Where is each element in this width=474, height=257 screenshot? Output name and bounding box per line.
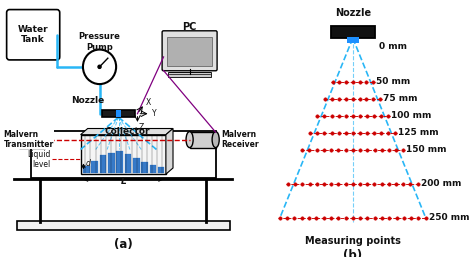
Text: X: X xyxy=(146,98,151,107)
Bar xyxy=(91,161,98,173)
Circle shape xyxy=(83,50,116,84)
Bar xyxy=(117,151,123,173)
Text: 250 mm: 250 mm xyxy=(429,213,469,222)
Text: Measuring points: Measuring points xyxy=(305,236,401,246)
Bar xyxy=(330,26,375,38)
Text: (a): (a) xyxy=(114,238,133,251)
Bar xyxy=(125,154,131,173)
Text: 75 mm: 75 mm xyxy=(383,94,418,103)
Text: L: L xyxy=(120,177,126,186)
Text: Malvern
Transmitter: Malvern Transmitter xyxy=(3,130,54,149)
Bar xyxy=(158,168,164,173)
Polygon shape xyxy=(81,128,173,135)
Polygon shape xyxy=(166,128,173,174)
Circle shape xyxy=(98,65,101,69)
Bar xyxy=(168,72,211,77)
Ellipse shape xyxy=(186,132,193,148)
Text: Nozzle: Nozzle xyxy=(71,96,104,105)
Bar xyxy=(133,158,140,173)
Text: Nozzle: Nozzle xyxy=(335,8,371,18)
Text: 125 mm: 125 mm xyxy=(398,128,439,137)
Text: 100 mm: 100 mm xyxy=(391,111,432,120)
Bar xyxy=(19,132,45,148)
Text: Pressure
Pump: Pressure Pump xyxy=(79,32,120,52)
Bar xyxy=(190,132,216,148)
FancyBboxPatch shape xyxy=(162,31,217,71)
FancyBboxPatch shape xyxy=(7,10,60,60)
Bar xyxy=(108,153,115,173)
Ellipse shape xyxy=(15,132,23,148)
Text: 200 mm: 200 mm xyxy=(420,179,461,188)
Text: Liquid
level: Liquid level xyxy=(27,150,51,169)
Bar xyxy=(17,221,230,230)
Text: Y: Y xyxy=(152,109,157,118)
Bar xyxy=(102,110,135,117)
Text: 0 mm: 0 mm xyxy=(379,42,407,51)
Text: PC: PC xyxy=(182,22,197,32)
Text: d: d xyxy=(85,159,90,168)
Bar xyxy=(83,166,90,173)
Bar xyxy=(167,37,212,66)
Text: (b): (b) xyxy=(343,249,362,257)
Text: 50 mm: 50 mm xyxy=(376,77,410,86)
Text: Malvern
Receiver: Malvern Receiver xyxy=(222,130,259,149)
Text: Z: Z xyxy=(138,123,144,132)
Bar xyxy=(141,162,148,173)
Text: Collector: Collector xyxy=(104,127,149,136)
Bar xyxy=(346,38,359,43)
Text: Water
Tank: Water Tank xyxy=(18,25,48,44)
Ellipse shape xyxy=(212,132,219,148)
Bar xyxy=(100,155,107,173)
Bar xyxy=(81,135,166,174)
Ellipse shape xyxy=(42,132,49,148)
Bar xyxy=(150,165,156,173)
Text: 150 mm: 150 mm xyxy=(407,145,447,154)
Bar xyxy=(31,131,216,178)
Bar xyxy=(116,110,121,117)
